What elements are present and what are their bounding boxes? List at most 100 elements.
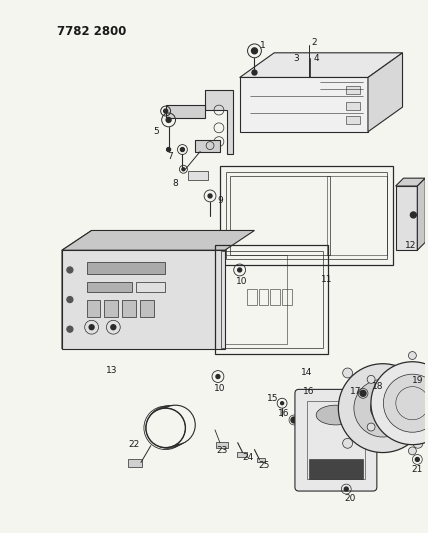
Bar: [346, 102, 360, 110]
Bar: [128, 459, 142, 467]
Bar: [309, 459, 363, 479]
Circle shape: [111, 325, 116, 330]
Text: 10: 10: [236, 277, 247, 286]
Bar: [216, 442, 228, 448]
Bar: [346, 116, 360, 124]
Bar: [104, 300, 118, 317]
Polygon shape: [240, 77, 368, 132]
Bar: [237, 451, 247, 456]
Ellipse shape: [316, 405, 356, 425]
Circle shape: [181, 148, 184, 151]
Circle shape: [367, 375, 375, 383]
Circle shape: [413, 438, 423, 448]
Bar: [346, 86, 360, 94]
Circle shape: [415, 457, 419, 462]
Circle shape: [156, 405, 195, 445]
FancyBboxPatch shape: [295, 390, 377, 491]
Polygon shape: [395, 186, 417, 250]
Bar: [220, 166, 392, 265]
Bar: [215, 245, 329, 354]
Bar: [87, 300, 101, 317]
Circle shape: [367, 423, 375, 431]
Polygon shape: [166, 105, 205, 118]
Circle shape: [291, 417, 297, 423]
Text: 16: 16: [303, 387, 315, 396]
Polygon shape: [195, 140, 220, 151]
Circle shape: [344, 487, 348, 491]
Polygon shape: [62, 230, 255, 250]
Circle shape: [343, 368, 353, 378]
Polygon shape: [368, 53, 402, 132]
Circle shape: [358, 402, 364, 408]
Text: 8: 8: [172, 179, 178, 188]
Text: 16: 16: [278, 409, 290, 417]
Circle shape: [408, 447, 416, 455]
Text: 24: 24: [242, 453, 253, 462]
Bar: [87, 282, 132, 292]
Polygon shape: [62, 250, 225, 349]
Bar: [188, 171, 208, 180]
Circle shape: [67, 267, 73, 273]
Bar: [87, 262, 165, 274]
Polygon shape: [62, 230, 92, 349]
Circle shape: [281, 402, 284, 405]
Text: 15: 15: [267, 394, 278, 403]
Circle shape: [410, 212, 416, 218]
Circle shape: [252, 70, 257, 75]
Bar: [259, 289, 268, 304]
Text: 10: 10: [214, 384, 226, 393]
Text: 11: 11: [321, 276, 332, 284]
Text: 1: 1: [259, 42, 265, 51]
Text: 14: 14: [301, 368, 312, 377]
Text: 19: 19: [412, 376, 423, 385]
Bar: [226, 172, 387, 259]
Bar: [282, 289, 292, 304]
Text: 18: 18: [372, 382, 383, 391]
Polygon shape: [240, 53, 402, 77]
Text: 21: 21: [412, 465, 423, 474]
Circle shape: [216, 375, 220, 378]
Circle shape: [375, 400, 391, 416]
Circle shape: [208, 194, 212, 198]
Bar: [140, 300, 154, 317]
Circle shape: [339, 364, 427, 453]
Circle shape: [166, 117, 171, 123]
Text: 3: 3: [293, 54, 299, 63]
Bar: [247, 289, 257, 304]
Bar: [122, 300, 136, 317]
Circle shape: [146, 408, 185, 448]
Circle shape: [343, 438, 353, 448]
Circle shape: [147, 406, 189, 448]
Text: 25: 25: [259, 461, 270, 470]
Text: 7: 7: [168, 152, 173, 161]
Circle shape: [150, 406, 191, 447]
Text: 13: 13: [106, 366, 117, 375]
Text: 5: 5: [153, 127, 159, 136]
Circle shape: [383, 374, 428, 432]
Bar: [327, 176, 387, 255]
Text: 23: 23: [216, 446, 228, 455]
Circle shape: [238, 268, 242, 272]
Circle shape: [408, 352, 416, 359]
Text: 12: 12: [405, 241, 416, 250]
Text: 9: 9: [217, 196, 223, 205]
Text: 17: 17: [351, 387, 362, 396]
Bar: [230, 176, 330, 255]
Circle shape: [370, 395, 395, 421]
Bar: [225, 255, 287, 344]
Text: 22: 22: [128, 440, 140, 449]
Circle shape: [163, 109, 168, 113]
Polygon shape: [205, 90, 233, 155]
Text: 2: 2: [311, 38, 316, 47]
Text: 7782 2800: 7782 2800: [57, 25, 126, 38]
Polygon shape: [417, 178, 425, 250]
Circle shape: [166, 148, 171, 151]
Circle shape: [182, 168, 185, 171]
Circle shape: [89, 325, 94, 330]
Polygon shape: [395, 178, 425, 186]
Circle shape: [67, 326, 73, 332]
Circle shape: [371, 362, 428, 445]
Circle shape: [252, 48, 257, 54]
Text: 20: 20: [345, 495, 356, 504]
Bar: [307, 401, 365, 479]
